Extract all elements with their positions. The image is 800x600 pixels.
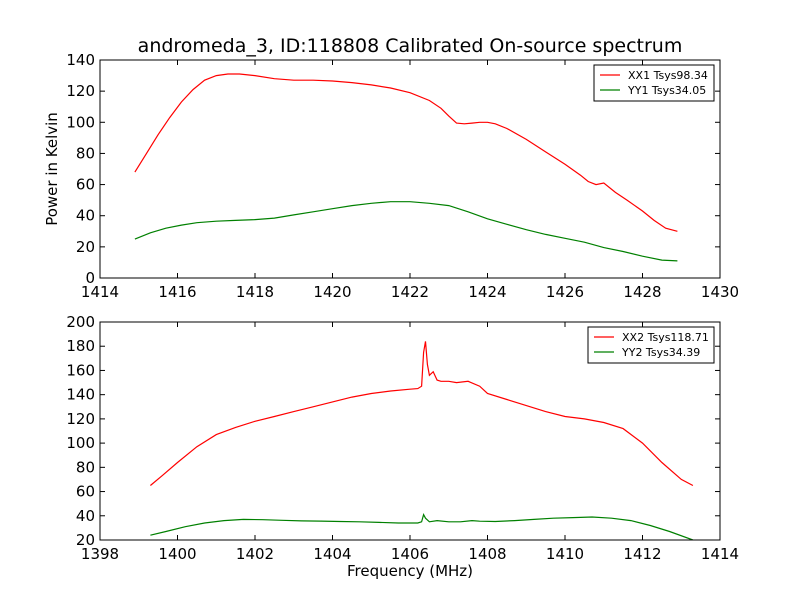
x-tick-label: 1408: [468, 545, 506, 563]
x-tick-label: 1406: [391, 545, 429, 563]
figure-title: andromeda_3, ID:118808 Calibrated On-sou…: [138, 35, 683, 57]
y-tick-label: 180: [66, 337, 95, 355]
y-tick-label: 40: [76, 207, 95, 225]
legend: XX1 Tsys98.34 YY1 Tsys34.05: [593, 64, 715, 102]
y-tick-label: 140: [66, 386, 95, 404]
y-tick-label: 0: [85, 269, 95, 287]
y-tick-label: 80: [76, 144, 95, 162]
x-tick-label: 1402: [236, 545, 274, 563]
legend-entry: YY1 Tsys34.05: [627, 84, 706, 97]
x-tick-label: 1404: [313, 545, 351, 563]
y-tick-label: 60: [76, 483, 95, 501]
x-tick-label: 1420: [313, 283, 351, 301]
x-tick-label: 1416: [158, 283, 196, 301]
series-line-1: [150, 341, 694, 487]
legend-entry: YY2 Tsys34.39: [621, 346, 700, 359]
x-tick-label: 1430: [701, 283, 739, 301]
y-tick-label: 200: [66, 313, 95, 331]
x-tick-label: 1414: [701, 545, 739, 563]
x-tick-label: 1414: [81, 283, 119, 301]
x-tick-label: 1412: [623, 545, 661, 563]
y-tick-label: 60: [76, 176, 95, 194]
bottom-panel: 1398 1400 1402 1404 1406 1408 1410 1412 1414 20 40…: [66, 313, 739, 563]
top-panel: 1414 1416 1418 1420 1422 1424 1426 1428 1430 0 20 4…: [66, 51, 739, 301]
legend-entry: XX1 Tsys98.34: [628, 69, 708, 82]
y-tick-label: 100: [66, 434, 95, 452]
y-tick-label: 120: [66, 82, 95, 100]
series-line-2: [150, 512, 694, 540]
y-tick-label: 160: [66, 361, 95, 379]
y-tick-label: 100: [66, 113, 95, 131]
x-tick-label: 1428: [623, 283, 661, 301]
x-axis-label: Frequency (MHz): [347, 562, 473, 580]
y-tick-label: 80: [76, 458, 95, 476]
x-tick-label: 1410: [546, 545, 584, 563]
legend: XX2 Tsys118.71 YY2 Tsys34.39: [587, 326, 715, 364]
series-line-2: [134, 201, 678, 262]
y-axis-label: Power in Kelvin: [43, 112, 61, 226]
x-tick-label: 1418: [236, 283, 274, 301]
y-tick-label: 20: [76, 531, 95, 549]
y-tick-label: 40: [76, 507, 95, 525]
y-tick-label: 120: [66, 410, 95, 428]
x-tick-label: 1426: [546, 283, 584, 301]
series-line-1: [134, 73, 678, 232]
x-tick-label: 1424: [468, 283, 506, 301]
x-tick-label: 1400: [158, 545, 196, 563]
y-tick-label: 140: [66, 51, 95, 69]
x-tick-label: 1398: [81, 545, 119, 563]
x-tick-label: 1422: [391, 283, 429, 301]
legend-box: [587, 326, 715, 364]
legend-entry: XX2 Tsys118.71: [622, 331, 709, 344]
y-tick-label: 20: [76, 238, 95, 256]
legend-box: [593, 64, 715, 102]
